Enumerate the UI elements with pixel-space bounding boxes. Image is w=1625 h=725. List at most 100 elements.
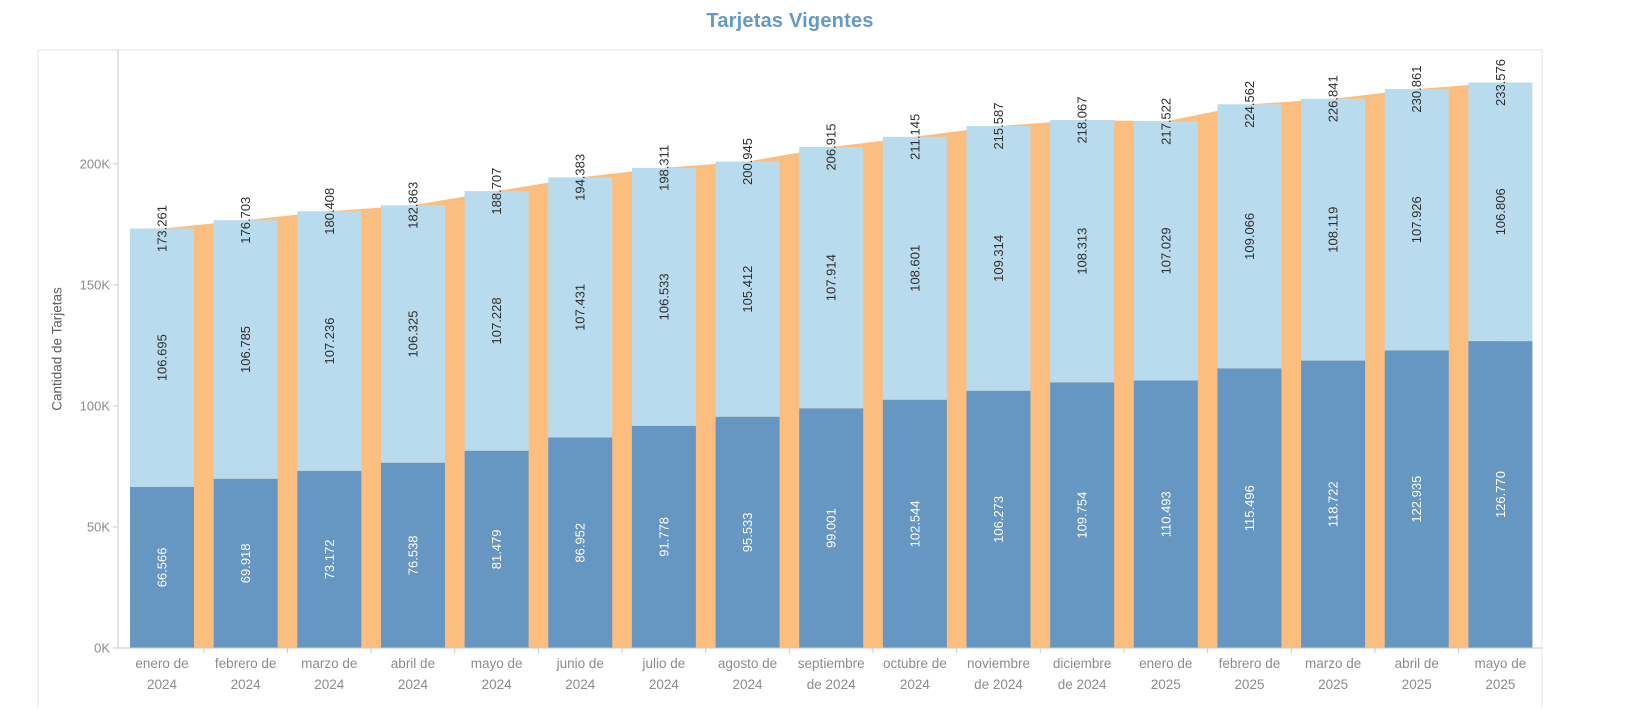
bar-segment-bottom[interactable]: [1384, 350, 1449, 648]
bar-segment-top[interactable]: [1133, 121, 1198, 381]
bar-segment-top[interactable]: [1301, 98, 1366, 361]
bar-value-label-bottom: 69.918: [238, 543, 253, 583]
bar-value-label-bottom: 115.496: [1242, 485, 1257, 531]
bar-value-label-top: 107.029: [1158, 227, 1173, 274]
bar-value-label-bottom: 86.952: [573, 523, 588, 563]
x-axis-label-line2: de 2024: [1058, 677, 1107, 692]
x-axis-label-line2: 2024: [231, 677, 262, 692]
bar-value-label-top: 106.806: [1493, 188, 1508, 235]
total-value-label: 200.945: [740, 138, 755, 185]
bar-segment-bottom[interactable]: [380, 462, 445, 648]
bar-value-label-bottom: 110.493: [1158, 491, 1173, 537]
x-axis-label-line1: febrero de: [215, 656, 277, 671]
bar-value-label-top: 106.695: [155, 334, 170, 381]
bar-segment-bottom[interactable]: [966, 390, 1031, 648]
bar-value-label-bottom: 102.544: [907, 500, 922, 547]
total-value-label: 224.562: [1242, 81, 1257, 128]
x-axis-label-line1: agosto de: [718, 656, 777, 671]
x-axis-label-line1: diciembre: [1053, 656, 1112, 671]
x-axis-label-line1: septiembre: [798, 656, 865, 671]
x-axis-label-line1: junio de: [556, 656, 604, 671]
x-axis-label-line2: 2024: [900, 677, 931, 692]
x-axis-label-line2: 2025: [1485, 677, 1515, 692]
bar-segment-top[interactable]: [380, 205, 445, 463]
total-value-label: 188.707: [489, 168, 504, 215]
bar-segment-top[interactable]: [1217, 104, 1282, 369]
total-value-label: 206.915: [824, 124, 839, 171]
x-axis-label-line2: 2025: [1402, 677, 1432, 692]
bar-segment-top[interactable]: [799, 147, 864, 409]
bar-segment-bottom[interactable]: [1050, 382, 1115, 648]
y-axis-tick-label: 50K: [87, 519, 110, 534]
x-axis-label-line2: 2024: [314, 677, 345, 692]
bar-value-label-bottom: 66.566: [155, 548, 170, 588]
bar-segment-bottom[interactable]: [213, 478, 278, 648]
x-axis-label-line2: 2024: [482, 677, 513, 692]
bar-segment-top[interactable]: [1468, 82, 1533, 342]
bar-segment-bottom[interactable]: [464, 450, 529, 648]
bar-segment-top[interactable]: [297, 211, 362, 471]
bar-segment-top[interactable]: [464, 191, 529, 451]
bar-segment-top[interactable]: [130, 228, 194, 487]
bar-value-label-bottom: 73.172: [322, 540, 337, 580]
bar-segment-bottom[interactable]: [548, 437, 613, 648]
x-axis-label-line1: marzo de: [1305, 656, 1361, 671]
total-value-label: 218.067: [1075, 97, 1090, 144]
x-axis-label-line1: enero de: [1139, 656, 1192, 671]
x-axis-label-line2: 2024: [649, 677, 680, 692]
bar-value-label-bottom: 95.533: [740, 512, 755, 552]
bar-segment-bottom[interactable]: [799, 408, 864, 648]
x-axis-label-line2: 2024: [398, 677, 429, 692]
bar-value-label-bottom: 122.935: [1409, 476, 1424, 523]
bar-segment-bottom[interactable]: [1468, 341, 1533, 648]
bar-segment-bottom[interactable]: [1301, 360, 1366, 648]
bar-value-label-top: 107.228: [489, 297, 504, 344]
y-axis-tick-label: 100K: [80, 398, 111, 413]
bar-segment-top[interactable]: [1050, 120, 1115, 383]
bar-segment-bottom[interactable]: [631, 425, 696, 648]
x-axis-label-line1: mayo de: [1475, 656, 1527, 671]
bar-segment-top[interactable]: [548, 177, 613, 438]
bar-segment-top[interactable]: [1384, 89, 1449, 351]
x-axis-label-line1: octubre de: [883, 656, 947, 671]
bar-value-label-top: 107.431: [573, 284, 588, 331]
bar-segment-bottom[interactable]: [130, 486, 194, 648]
bar-value-label-top: 108.601: [907, 245, 922, 292]
bar-value-label-top: 109.066: [1242, 213, 1257, 260]
bar-value-label-bottom: 118.722: [1326, 481, 1341, 527]
bar-value-label-top: 105.412: [740, 266, 755, 313]
bar-value-label-top: 108.119: [1326, 207, 1341, 253]
bar-segment-bottom[interactable]: [715, 416, 780, 648]
bar-segment-top[interactable]: [715, 161, 780, 417]
x-axis-label-line2: 2024: [147, 677, 178, 692]
bar-segment-bottom[interactable]: [1217, 368, 1282, 648]
bar-segment-bottom[interactable]: [297, 470, 362, 648]
y-axis-tick-label: 200K: [80, 156, 111, 171]
bar-value-label-bottom: 81.479: [489, 529, 504, 569]
bar-value-label-top: 107.236: [322, 318, 337, 365]
total-value-label: 233.576: [1493, 59, 1508, 106]
bar-segment-top[interactable]: [966, 126, 1031, 391]
bar-segment-bottom[interactable]: [1133, 380, 1198, 648]
x-axis-label-line2: 2024: [733, 677, 764, 692]
bar-value-label-bottom: 76.538: [405, 535, 420, 575]
total-value-label: 198.311: [656, 145, 671, 191]
x-axis-label-line1: abril de: [1395, 656, 1439, 671]
bar-value-label-bottom: 109.754: [1075, 492, 1090, 539]
bar-segment-top[interactable]: [631, 167, 696, 426]
x-axis-label-line2: 2024: [565, 677, 596, 692]
y-axis-tick-label: 150K: [80, 277, 111, 292]
bar-segment-top[interactable]: [213, 220, 278, 479]
bar-value-label-top: 108.313: [1075, 228, 1090, 275]
x-axis-label-line1: noviembre: [967, 656, 1030, 671]
x-axis-label-line1: mayo de: [471, 656, 523, 671]
total-value-label: 211.145: [907, 114, 922, 160]
total-value-label: 217.522: [1158, 98, 1173, 145]
bar-segment-bottom[interactable]: [882, 399, 947, 648]
total-value-label: 215.587: [991, 103, 1006, 150]
x-axis-label-line1: julio de: [642, 656, 686, 671]
bar-segment-top[interactable]: [882, 136, 947, 400]
bar-value-label-bottom: 126.770: [1493, 471, 1508, 518]
